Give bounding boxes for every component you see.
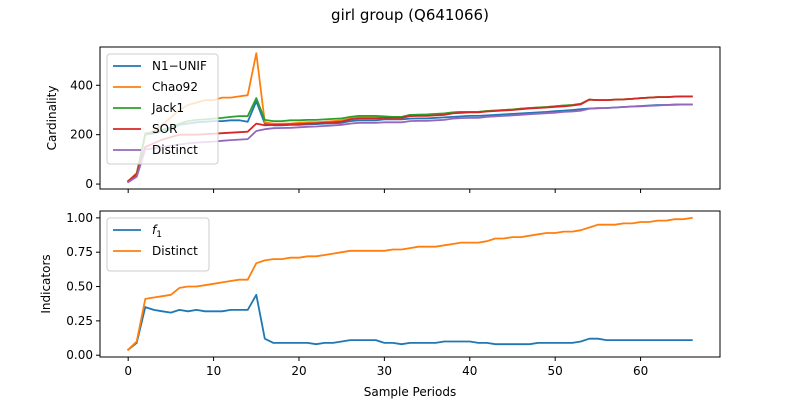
figure-title: girl group (Q641066) — [331, 6, 489, 24]
cardinality-ytick-label: 0 — [85, 177, 93, 191]
cardinality-legend-label: Jack1 — [151, 101, 184, 115]
indicators-ytick-label: 0.75 — [66, 245, 93, 259]
indicators-xtick-label: 60 — [633, 364, 648, 378]
indicators-y-axis-label: Indicators — [39, 254, 53, 313]
indicators-x-axis-label: Sample Periods — [364, 385, 456, 399]
indicators-legend: f1 Distinct — [106, 217, 210, 272]
indicators-ytick-label: 0.00 — [66, 348, 93, 362]
cardinality-series-line-sor — [126, 95, 693, 183]
indicators-xtick-label: 30 — [377, 364, 392, 378]
indicators-xtick-label: 10 — [206, 364, 221, 378]
indicators-series-line-f1 — [126, 293, 693, 351]
indicators-legend-label: f1 — [152, 223, 162, 240]
indicators-xtick-label: 50 — [548, 364, 563, 378]
indicators-panel: 0 10 20 30 40 50 60 0.00 0.25 0.50 0.75 1.00 Indicat… — [39, 210, 721, 399]
indicators-xtick-label: 0 — [124, 364, 132, 378]
indicators-legend-label: Distinct — [152, 244, 198, 258]
indicators-ytick-label: 0.25 — [66, 314, 93, 328]
cardinality-legend: N1−UNIF Chao92 Jack1 SOR Distinct — [106, 53, 219, 165]
cardinality-axes-frame — [99, 46, 721, 190]
indicators-xtick-label: 20 — [291, 364, 306, 378]
cardinality-legend-box — [106, 53, 219, 165]
cardinality-legend-label: N1−UNIF — [152, 59, 207, 73]
cardinality-series-line-distinct — [126, 103, 693, 184]
indicators-ytick-label: 0.50 — [66, 280, 93, 294]
indicators-xtick-label: 40 — [462, 364, 477, 378]
cardinality-panel: 0 200 400 Cardinality N1−UNIF Chao92 Jack1 SOR D… — [45, 46, 721, 193]
indicators-axes-frame — [99, 210, 721, 358]
indicators-legend-box — [106, 217, 210, 272]
cardinality-y-axis-label: Cardinality — [45, 86, 59, 151]
cardinality-legend-label: Chao92 — [152, 80, 198, 94]
indicators-ytick-label: 1.00 — [66, 211, 93, 225]
cardinality-ytick-label: 400 — [70, 78, 93, 92]
cardinality-legend-label: SOR — [152, 122, 177, 136]
indicators-series-line-distinct — [126, 216, 693, 351]
cardinality-ytick-label: 200 — [70, 128, 93, 142]
cardinality-legend-label: Distinct — [152, 143, 198, 157]
